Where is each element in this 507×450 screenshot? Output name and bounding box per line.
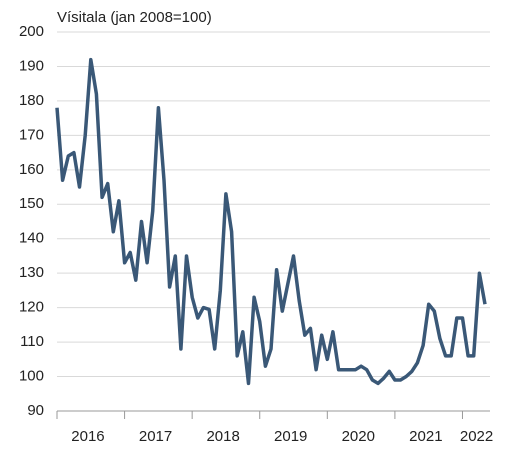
y-tick-label: 170	[19, 126, 44, 143]
x-tick-label: 2022	[460, 428, 493, 445]
x-tick-label: 2018	[206, 428, 239, 445]
y-tick-label: 160	[19, 161, 44, 178]
x-tick-label: 2021	[409, 428, 442, 445]
y-tick-label: 180	[19, 92, 44, 109]
y-tick-label: 110	[20, 333, 44, 350]
y-tick-label: 90	[27, 402, 44, 419]
y-tick-label: 150	[19, 195, 44, 212]
line-series	[55, 57, 487, 386]
x-tick-label: 2020	[342, 428, 375, 445]
y-tick-label: 190	[19, 57, 44, 74]
y-tick-label: 120	[19, 299, 44, 316]
x-tick-label: 2019	[274, 428, 307, 445]
chart-title: Vísitala (jan 2008=100)	[57, 9, 212, 26]
y-tick-label: 200	[19, 23, 44, 40]
x-tick-label: 2017	[139, 428, 172, 445]
y-tick-label: 130	[19, 264, 44, 281]
y-tick-label: 140	[19, 230, 44, 247]
x-tick-label: 2016	[71, 428, 104, 445]
y-tick-label: 100	[19, 368, 44, 385]
